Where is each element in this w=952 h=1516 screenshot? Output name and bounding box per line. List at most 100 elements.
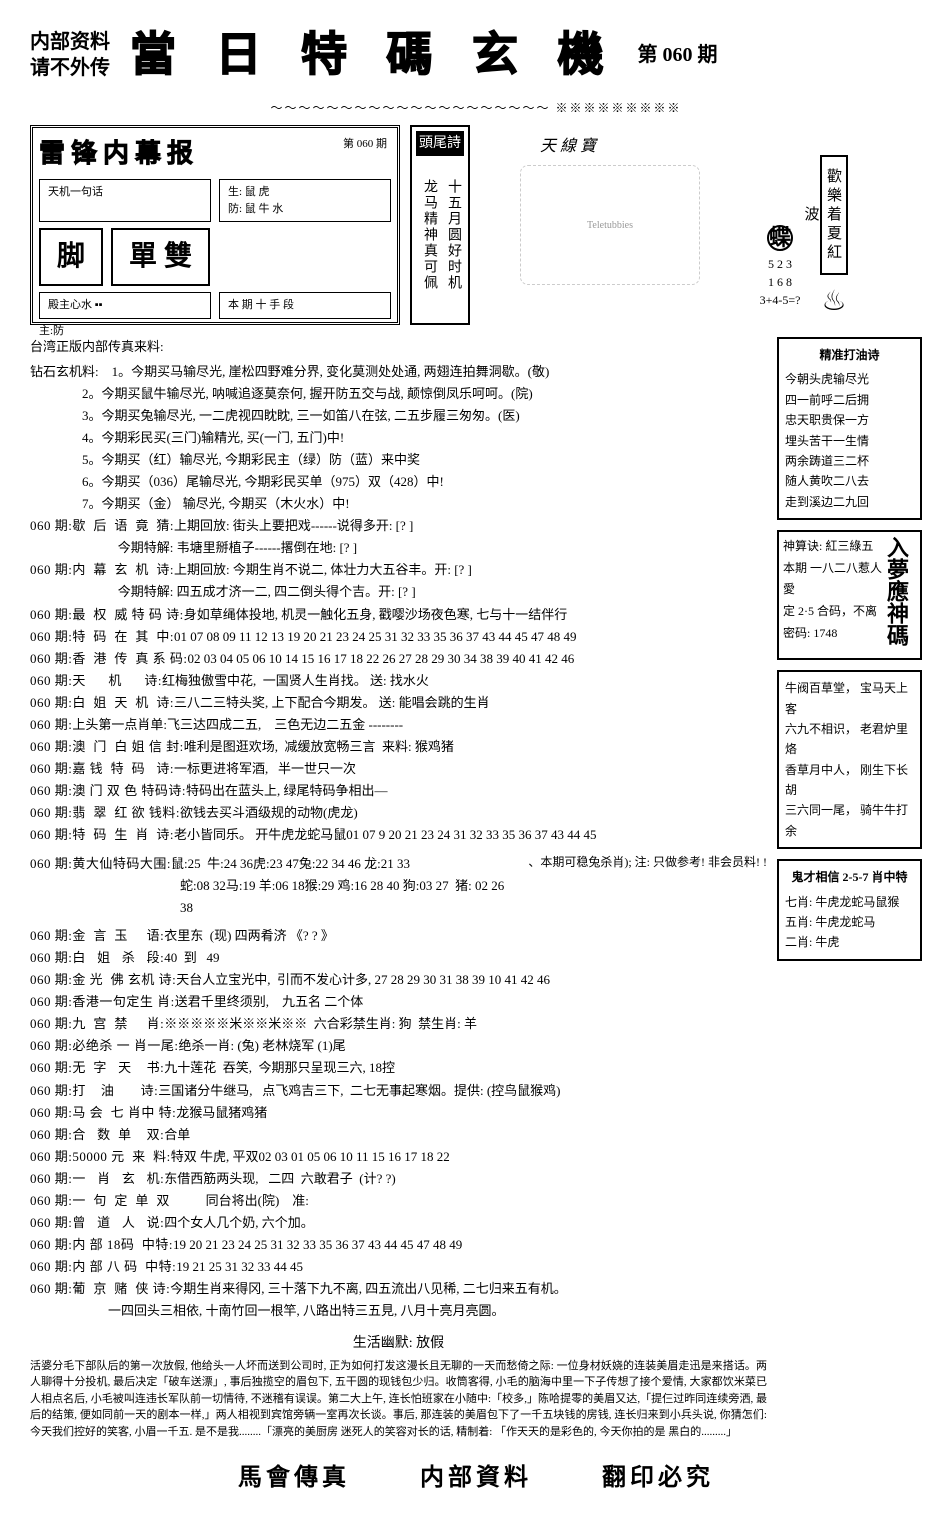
entry-line: 060 期:九 宫 禁 肖:※※※※※米※※米※※ 六合彩禁生肖: 狗 禁生肖:… [30,1013,767,1035]
np-big-char: 脚 [39,228,103,286]
sidebox4-title: 鬼才相信 2-5-7 肖中特 [785,867,914,887]
sidebox-line: 香草月中人， 刚生下长胡 [785,760,914,801]
entry-line: 060 期:无 字 天 书:九十莲花 吞笑, 今期那只呈现三六, 18控 [30,1057,767,1079]
np-big-danshang: 單 雙 [111,228,210,286]
sidebox-guicai: 鬼才相信 2-5-7 肖中特 七肖: 牛虎龙蛇马鼠猴五肖: 牛虎龙蛇马二肖: 牛… [777,859,922,961]
sidebox-poem: 精准打油诗 今朝头虎输尽光四一前呼二后拥忠天职贵保一方埋头苦干一生情两余踌道三二… [777,337,922,520]
entry-line: 060 期:白 姐 天 机 诗:三八二三特头奖, 上下配合今期发。 送: 能唱会… [30,692,767,714]
entries2-list: 060 期:金 言 玉 语:衣里东 (现) 四两肴济 《? ? 》060 期:白… [30,925,767,1323]
stone-line: 2。今期买鼠牛输尽光, 呐喊追逐莫奈何, 握开防五交与战, 颠惊倒凤乐呵呵。(院… [30,383,767,405]
daxian-row: 060 期:黄大仙特码大围:鼠:25 牛:24 36虎:23 47兔:22 34… [30,853,767,919]
teletubbies-image: Teletubbies [520,165,700,285]
stone-line: 3。今期买兔输尽光, 一二虎视四眈眈, 三一如笛八在弦, 二五步履三匆匆。(医) [30,405,767,427]
stone-line: 7。今期买（金） 输尽光, 今期买（木火水）中! [30,493,767,515]
entry-line: 060 期:澳 门 白 姐 信 封:唯利是图逛欢场, 减缓放宽畅三言 来料: 猴… [30,736,767,758]
intro-label: 台湾正版内部传真来料: [30,337,767,357]
entry-line: 060 期:翡 翠 红 欲 钱料:欲钱去买斗酒级规的动物(虎龙) [30,802,767,824]
poem-col1: 十五月圆好时机 [440,160,464,310]
sidebox-line: 三六同一尾， 骑牛牛打余 [785,800,914,841]
daxian-line2: 蛇:08 32马:19 羊:06 18猴:29 鸡:16 28 40 狗:03 … [30,875,518,919]
teletubbies-area: 天 線 寶 Teletubbies [480,125,740,325]
entry-line: 060 期:葡 京 赌 侠 诗:今期生肖来得冈, 三十落下九不离, 四五流出八见… [30,1278,767,1322]
sidebox-line: 忠天职贵保一方 [785,410,914,430]
np-cell-tianji: 天机一句话 [39,179,211,222]
entry-line: 060 期:一 句 定 单 双 同台将出(院) 准: [30,1190,767,1212]
entry-line: 060 期:金 光 佛 玄机 诗:天台人立宝光中, 引而不发心计多, 27 28… [30,969,767,991]
entry-line: 060 期:香 港 传 真 系 码:02 03 04 05 06 10 14 1… [30,648,767,670]
footer-a: 馬會傳真 [238,1465,350,1491]
die-box: 蝶 5 2 3 1 6 8 3+4-5=? [750,125,810,325]
entry-line: 060 期:特 码 在 其 中:01 07 08 09 11 12 13 19 … [30,626,767,648]
page-footer: 馬會傳真 内部資料 翻印必究 [30,1460,922,1496]
sidebox-line: 今朝头虎输尽光 [785,369,914,389]
shenma-chars: 入夢應神碼 [876,536,916,646]
entry-line: 060 期:嘉 钱 特 码 诗:一标更进将军酒, 半一世只一次 [30,758,767,780]
newspaper-title: 雷锋内幕报 [39,134,391,173]
entry-line: 060 期:天 机 诗:红梅独傲雪中花, 一国贤人生肖找。 送: 找水火 [30,670,767,692]
poem-box: 頭尾詩 龙马精神真可佩 十五月圆好时机 [410,125,470,325]
entries-list: 060 期:歇 后 语 竟 猜:上期回放: 街头上要把戏------说得多开: … [30,515,767,846]
newspaper-issue: 第 060 期 [343,136,387,153]
sidebox-line: 两余踌道三二杯 [785,451,914,471]
sidebox-line: 本期 一八二八惹人愛 [783,558,883,601]
stone-line: 钻石玄机料: 1。今期买马输尽光, 崖松四野难分界, 变化莫测处处通, 两翅连拍… [30,361,767,383]
top-section: 雷锋内幕报 第 060 期 天机一句话 生: 鼠 虎 防: 鼠 牛 水 脚 單 … [30,125,922,325]
entry-line: 060 期:50000 元 来 料:特双 牛虎, 平双02 03 01 05 0… [30,1146,767,1168]
page-title: 當 日 特 碼 玄 機 [130,20,618,89]
sidebox-line: 牛阀百草堂， 宝马天上客 [785,678,914,719]
notice-line2: 请不外传 [30,55,110,81]
entry-line: 060 期:上头第一点肖单:飞三达四成二五, 三色无边二五金 -------- [30,714,767,736]
newspaper-box: 雷锋内幕报 第 060 期 天机一句话 生: 鼠 虎 防: 鼠 牛 水 脚 單 … [30,125,400,325]
sidebox-shenma: 入夢應神碼 神算诀: 紅三綠五本期 一八二八惹人愛定 2·5 合码，不离密码: … [777,530,922,660]
sidebox-couplets: 牛阀百草堂， 宝马天上客六九不相识， 老君炉里烙香草月中人， 刚生下长胡三六同一… [777,670,922,849]
stone-line: 6。今期买（036）尾输尽光, 今期彩民买单（975）双（428）中! [30,471,767,493]
entry-line: 060 期:马 会 七 肖中 特:龙猴马鼠猪鸡猪 [30,1102,767,1124]
sidebox-line: 密码: 1748 [783,623,883,645]
sidebox-line: 六九不相识， 老君炉里烙 [785,719,914,760]
entry-line: 060 期:最 权 威 特 码 诗:身如草绳体投地, 机灵一触化五身, 戳嘤沙场… [30,604,767,626]
footer-c: 翻印必究 [602,1465,714,1491]
issue-number: 第 060 期 [638,40,718,70]
np-cell-shishou: 本 期 十 手 段 [219,292,391,319]
sidebox-line: 七肖: 牛虎龙蛇马鼠猴 [785,892,914,912]
main-left: 台湾正版内部传真来料: 钻石玄机料: 1。今期买马输尽光, 崖松四野难分界, 变… [30,337,767,1440]
np-cell-xinshui: 殿主心水 ▪▪ [39,292,211,319]
header-notice: 内部资料 请不外传 [30,29,110,81]
entry-line: 060 期:内 部 八 码 中特:19 21 25 31 32 33 44 45 [30,1256,767,1278]
stone-line: 4。今期彩民买(三门)输精光, 买(一门, 五门)中! [30,427,767,449]
humor-title: 生活幽默: 放假 [30,1333,767,1354]
tele-top: 天 線 寶 [540,135,596,159]
stone-line: 5。今期买（红）输尽光, 今期彩民主（绿）防（蓝）来中奖 [30,449,767,471]
poem-col2: 龙马精神真可佩 [416,160,440,310]
tele-brand: Teletubbies [587,218,633,233]
page-header: 内部资料 请不外传 當 日 特 碼 玄 機 第 060 期 [30,20,922,89]
entry-line: 060 期:内 部 18码 中特:19 20 21 23 24 25 31 32… [30,1234,767,1256]
entry-line: 060 期:歇 后 语 竟 猜:上期回放: 街头上要把戏------说得多开: … [30,515,767,559]
entry-line: 060 期:合 数 单 双:合单 [30,1124,767,1146]
np-bottom: 主:防 [39,323,391,340]
daxian-line1: 060 期:黄大仙特码大围:鼠:25 牛:24 36虎:23 47兔:22 34… [30,853,518,875]
footer-b: 内部資料 [420,1465,532,1491]
main-right: 精准打油诗 今朝头虎输尽光四一前呼二后拥忠天职贵保一方埋头苦干一生情两余踌道三二… [777,337,922,1440]
die-char: 蝶 [767,225,793,251]
entry-line: 060 期:澳 门 双 色 特码诗:特码出在蓝头上, 绿尾特码争相出— [30,780,767,802]
sidebox-line: 随人黄吹二八去 [785,471,914,491]
die-nums: 5 2 3 1 6 8 3+4-5=? [750,255,810,309]
sidebox-line: 五肖: 牛虎龙蛇马 [785,912,914,932]
sidebox-line: 二肖: 牛虎 [785,932,914,952]
sidebox-line: 四一前呼二后拥 [785,390,914,410]
flame-icon: ♨ [821,281,846,323]
entry-line: 060 期:内 幕 玄 机 诗:上期回放: 今期生肖不说二, 体壮力大五谷丰。开… [30,559,767,603]
entry-line: 060 期:曾 道 人 说:四个女人几个奶, 六个加。 [30,1212,767,1234]
entry-line: 060 期:白 姐 杀 段:40 到 49 [30,947,767,969]
sidebox-line: 走到溪边二九回 [785,492,914,512]
main-area: 台湾正版内部传真来料: 钻石玄机料: 1。今期买马输尽光, 崖松四野难分界, 变… [30,337,922,1440]
sidebox1-title: 精准打油诗 [785,345,914,365]
np-cell-side: 生: 鼠 虎 防: 鼠 牛 水 [219,179,391,222]
sidebox-line: 定 2·5 合码，不离 [783,601,883,623]
sidebox-line: 神算诀: 紅三綠五 [783,536,883,558]
divider-decor: ～～～～～～～～～～～～～～～～～～～～ ※※※※※※※※※ [30,99,922,117]
entry-line: 060 期:香港一句定生 肖:送君千里终须别, 九五名 二个体 [30,991,767,1013]
sidebox-line: 埋头苦干一生情 [785,431,914,451]
humor-body: 活婆分毛下部队后的第一次放假, 他给头一人坏而送到公司时, 正为如何打发这漫长且… [30,1358,767,1441]
